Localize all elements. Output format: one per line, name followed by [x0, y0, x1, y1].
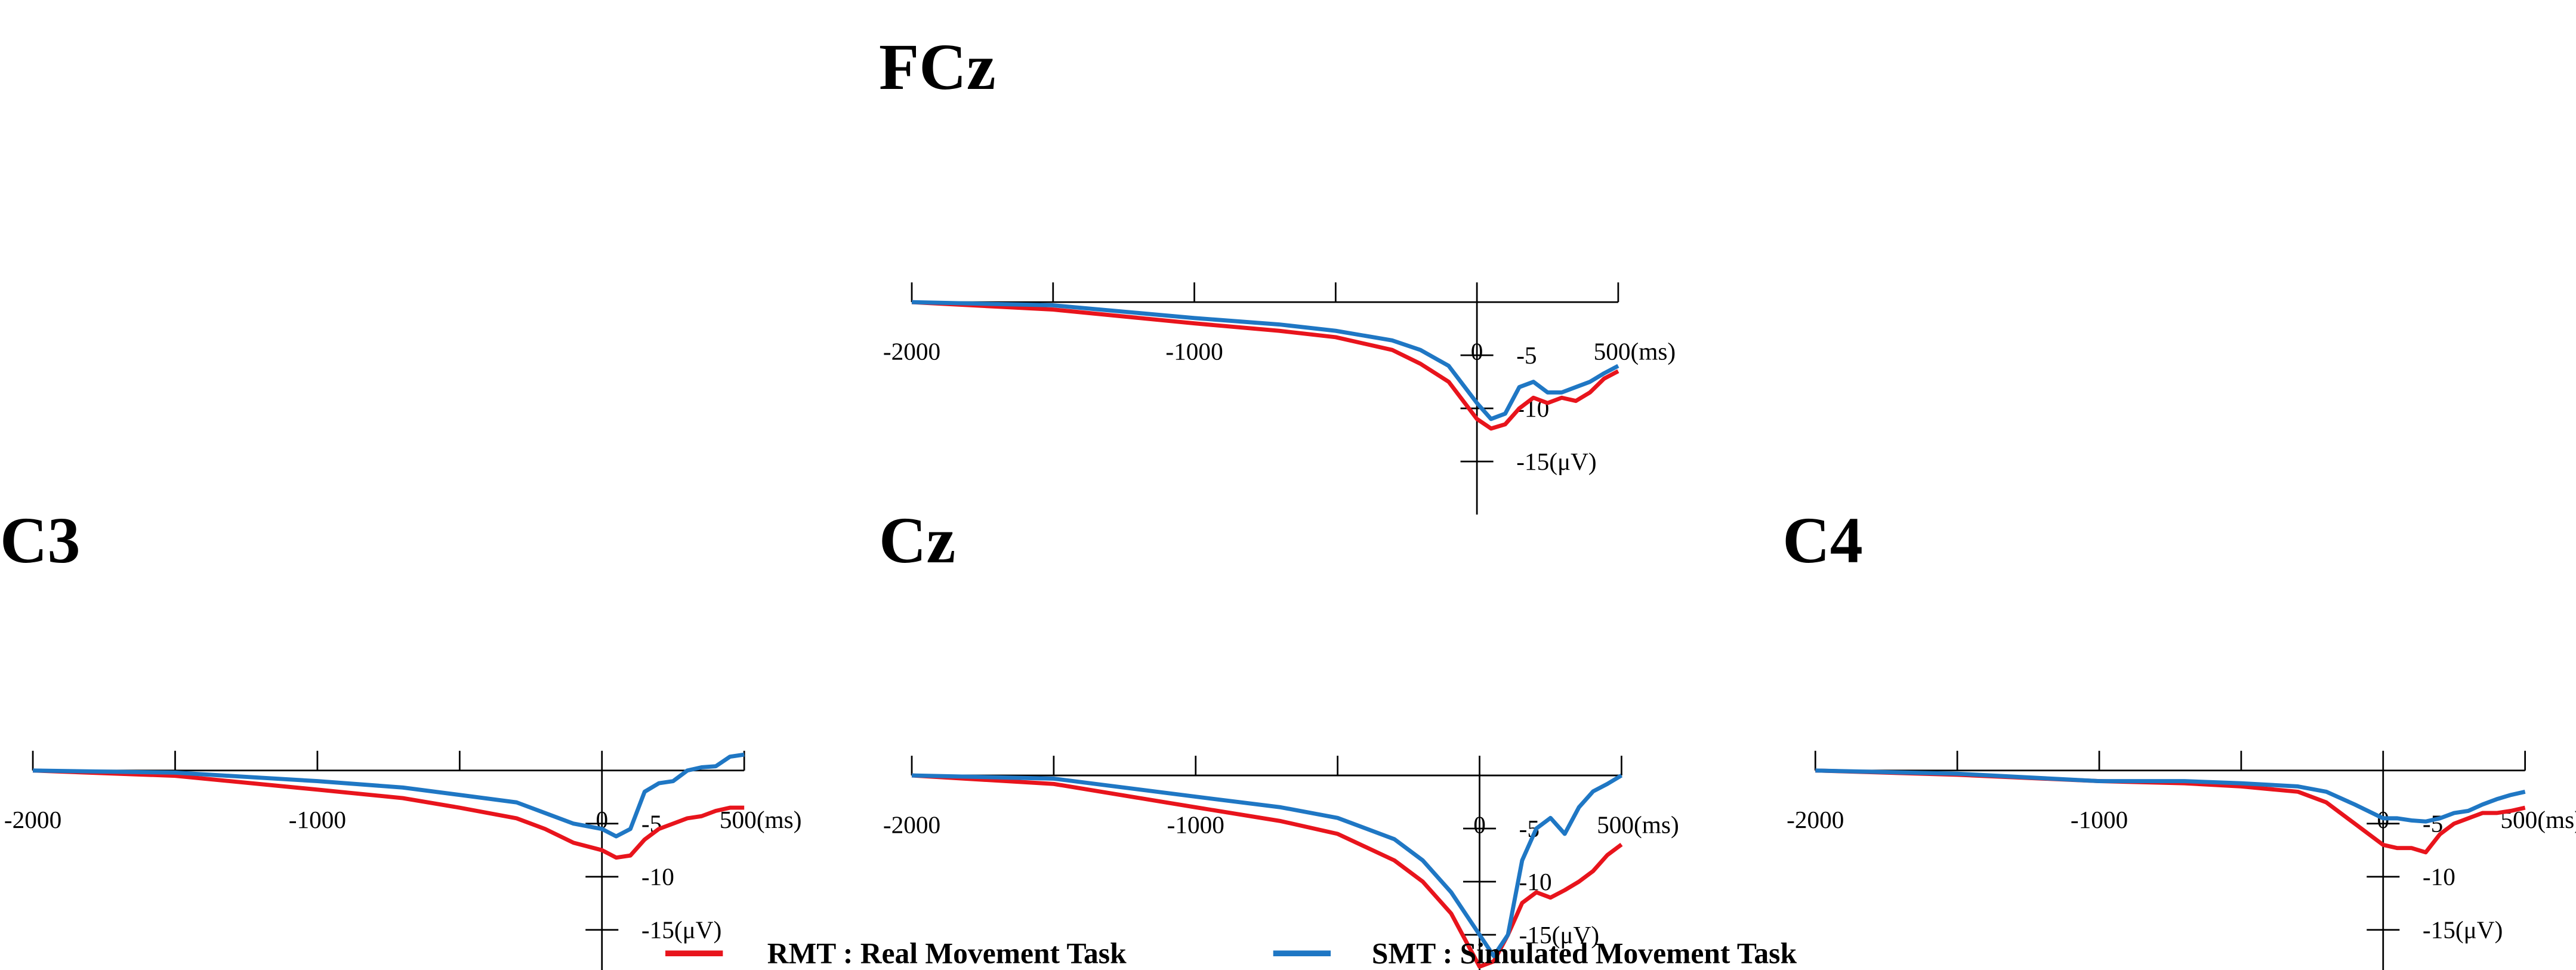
- legend-label: SMT : Simulated Movement Task: [1372, 937, 1797, 970]
- panel-title: Cz: [879, 504, 955, 577]
- x-tick-label: -2000: [883, 811, 940, 838]
- series-line: [911, 773, 1623, 959]
- series-line: [32, 768, 745, 860]
- x-tick-label: 0: [1473, 811, 1486, 838]
- y-tick-label: -15(μV): [2423, 916, 2503, 944]
- panel-title: FCz: [879, 30, 996, 103]
- y-tick-label: -15(μV): [1519, 921, 1599, 949]
- x-tick-label: -1000: [1165, 338, 1223, 365]
- series-line: [911, 300, 1619, 421]
- x-tick-label: 500(ms): [720, 806, 802, 834]
- x-tick-label: -1000: [289, 806, 346, 833]
- x-tick-label: -2000: [1787, 806, 1844, 833]
- series-line: [911, 300, 1619, 431]
- x-tick-label: -2000: [4, 806, 61, 833]
- legend-label: RMT : Real Movement Task: [767, 937, 1127, 970]
- series-line: [1815, 768, 2526, 824]
- y-tick-label: -10: [641, 863, 674, 891]
- x-tick-label: 500(ms): [1597, 811, 1679, 839]
- y-tick-label: -15(μV): [641, 916, 721, 944]
- x-tick-label: -1000: [2071, 806, 2128, 833]
- series-line: [1815, 768, 2526, 855]
- panel-title: C3: [0, 504, 81, 577]
- x-tick-label: 0: [1471, 338, 1483, 365]
- x-tick-label: -1000: [1167, 811, 1224, 838]
- panel-title: C4: [1782, 504, 1863, 577]
- y-tick-label: -15(μV): [1516, 448, 1596, 476]
- y-tick-label: -10: [2423, 863, 2455, 891]
- series-line: [911, 773, 1623, 969]
- y-tick-label: -5: [1516, 341, 1537, 369]
- series-line: [33, 752, 745, 839]
- x-tick-label: 500(ms): [1594, 338, 1676, 366]
- x-tick-label: -2000: [883, 338, 940, 365]
